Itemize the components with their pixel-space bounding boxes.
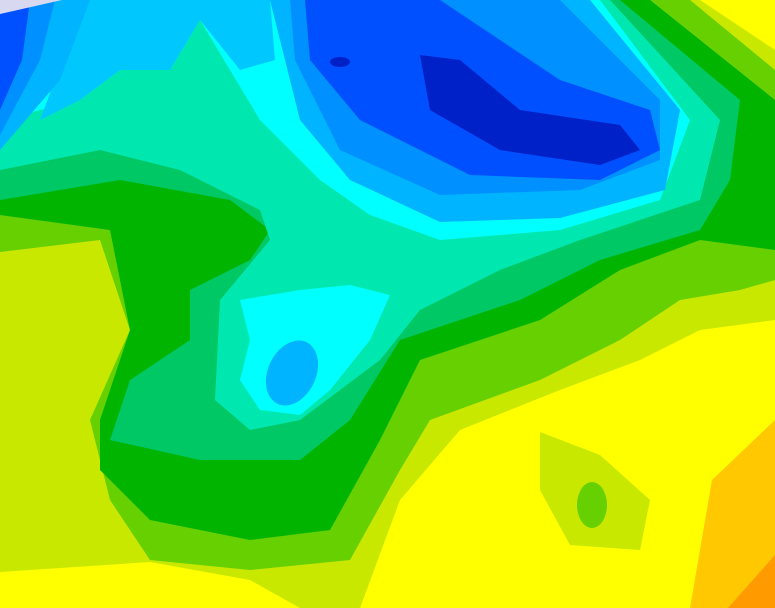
light-blue-blob [265,340,319,406]
sky-blue-zone [40,0,275,120]
lavender-corner [0,0,62,14]
blue-corner [0,0,30,110]
dark-blue-zone [420,55,640,165]
yellow-strip [0,562,300,608]
green-spot [577,482,607,528]
orange-zone [728,555,775,608]
yellow-corner [700,0,775,50]
dark-blue-spot [330,57,350,67]
gold-zone [690,420,775,608]
